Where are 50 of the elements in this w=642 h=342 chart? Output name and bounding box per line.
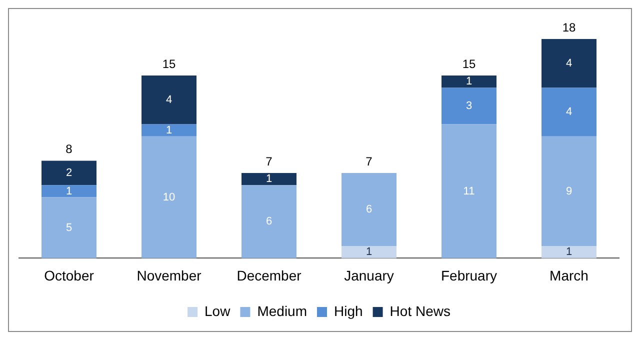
bar (42, 197, 96, 258)
total-label: 8 (66, 142, 73, 156)
total-label: 15 (462, 56, 476, 71)
bar (142, 124, 196, 136)
data-label: 10 (162, 191, 176, 204)
bar (342, 246, 396, 258)
bar (42, 160, 96, 186)
data-label: 4 (166, 94, 172, 106)
bar (542, 246, 596, 258)
data-label: 11 (463, 185, 475, 198)
x-tick-label: November (136, 267, 202, 284)
x-tick-label: January (344, 267, 394, 284)
data-label: 1 (66, 185, 72, 198)
data-label: 1 (466, 76, 472, 88)
x-tick-label: March (550, 267, 588, 284)
bar (442, 88, 496, 124)
x-tick-label: October (44, 267, 94, 284)
bar (442, 124, 496, 258)
bar (542, 136, 596, 246)
data-label: 2 (66, 166, 72, 179)
bar (42, 185, 96, 198)
data-label: 5 (66, 222, 72, 234)
total-label: 15 (162, 56, 176, 71)
data-label: 4 (566, 57, 572, 70)
legend-label: Low (204, 302, 232, 319)
bar (242, 185, 296, 258)
data-label: 9 (566, 185, 572, 198)
legend-label: High (334, 302, 363, 319)
data-label: 4 (566, 106, 572, 118)
total-label: 18 (562, 20, 576, 34)
bar (542, 39, 596, 88)
x-tick-label: February (440, 267, 498, 284)
data-label: 1 (566, 246, 572, 258)
data-label: 6 (266, 216, 272, 228)
data-label: 1 (166, 124, 172, 136)
bar (442, 76, 496, 88)
legend-label: Hot News (390, 302, 450, 319)
legend-label: Medium (257, 302, 308, 319)
total-label: 7 (266, 154, 273, 168)
data-label: 1 (366, 246, 372, 258)
bar (142, 76, 196, 124)
data-label: 1 (266, 173, 272, 186)
bar (542, 88, 596, 136)
x-tick-label: December (236, 267, 302, 284)
total-label: 7 (366, 154, 373, 168)
data-label: 3 (466, 100, 472, 112)
data-label: 6 (366, 204, 372, 216)
bar (242, 172, 296, 186)
bar (142, 136, 196, 258)
bar (342, 172, 396, 246)
